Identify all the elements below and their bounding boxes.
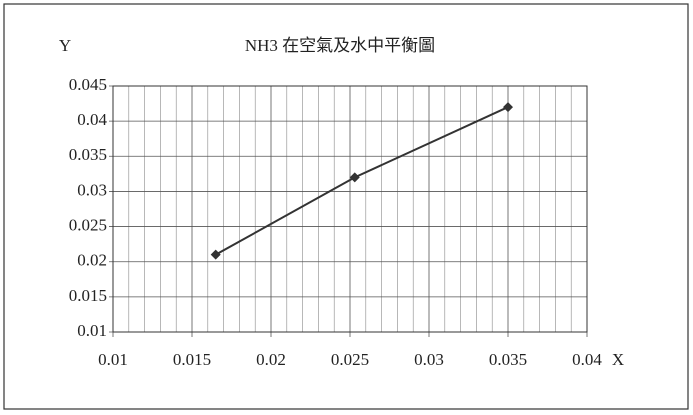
y-tick-label: 0.035 (69, 145, 107, 164)
y-tick-label: 0.01 (77, 321, 107, 340)
x-tick-label: 0.04 (572, 350, 602, 369)
x-tick-label: 0.035 (489, 350, 527, 369)
data-line (215, 106, 509, 256)
y-tick-label: 0.025 (69, 215, 107, 234)
x-axis-label: X (612, 350, 624, 369)
x-tick-label: 0.01 (98, 350, 128, 369)
data-point (349, 172, 360, 183)
y-tick-label: 0.03 (77, 180, 107, 199)
chart-frame (3, 3, 689, 410)
y-tick-label: 0.04 (77, 110, 107, 129)
y-axis-label: Y (59, 36, 71, 55)
x-tick-label: 0.02 (256, 350, 286, 369)
data-point (210, 249, 221, 260)
data-point (503, 102, 513, 113)
x-tick-label: 0.03 (414, 350, 444, 369)
chart-title: NH3 在空氣及水中平衡圖 (245, 36, 435, 55)
y-tick-label: 0.015 (69, 286, 107, 305)
y-tick-label: 0.02 (77, 251, 107, 270)
x-tick-label: 0.015 (173, 350, 211, 369)
y-tick-label: 0.045 (69, 75, 107, 94)
plot-area-border (112, 85, 588, 333)
x-tick-label: 0.025 (331, 350, 369, 369)
